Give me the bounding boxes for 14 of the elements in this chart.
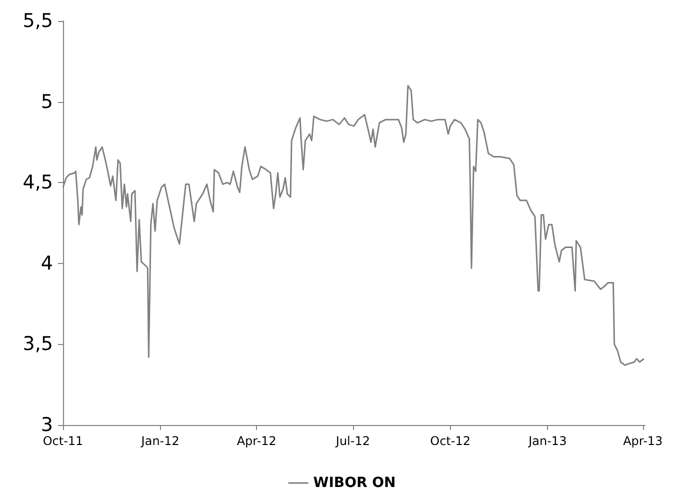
y-tick-label: 3: [40, 414, 53, 436]
x-tick-label: Jul-12: [334, 434, 370, 448]
y-tick-label: 5,5: [22, 10, 53, 32]
y-tick-label: 4,5: [22, 172, 53, 194]
x-tick-label: Jan-13: [528, 434, 567, 448]
x-tick-label: Oct-11: [42, 434, 84, 448]
y-tick-label: 4: [40, 252, 53, 274]
x-tick-label: Apr-13: [623, 434, 663, 448]
x-tick-label: Apr-12: [236, 434, 276, 448]
x-tick-label: Jan-12: [140, 434, 180, 448]
y-tick-label: 5: [40, 90, 53, 113]
x-tick-label: Oct-12: [430, 434, 470, 448]
legend-label: WIBOR ON: [313, 475, 396, 491]
y-tick-label: 3,5: [22, 333, 53, 356]
